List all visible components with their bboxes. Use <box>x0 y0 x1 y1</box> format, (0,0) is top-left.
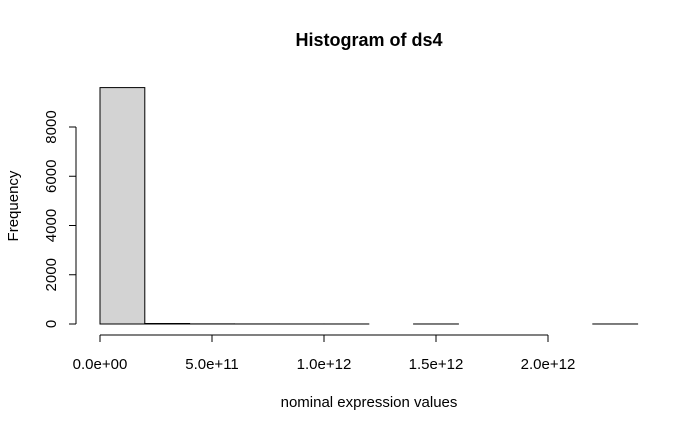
x-axis-label: nominal expression values <box>281 394 458 411</box>
y-tick-label: 4000 <box>43 209 60 242</box>
x-tick-label: 2.0e+12 <box>521 356 576 373</box>
y-tick-label: 0 <box>43 320 60 328</box>
x-tick-label: 1.5e+12 <box>409 356 464 373</box>
y-tick-label: 8000 <box>43 110 60 143</box>
y-tick-label: 6000 <box>43 160 60 193</box>
histogram-bars <box>99 87 639 325</box>
histogram-bar <box>99 87 146 325</box>
y-axis: 0 2000 4000 6000 8000 <box>43 110 77 328</box>
x-tick-label: 0.0e+00 <box>73 356 128 373</box>
x-tick-label: 1.0e+12 <box>297 356 352 373</box>
y-tick-label: 2000 <box>43 258 60 291</box>
x-axis: 0.0e+00 5.0e+11 1.0e+12 1.5e+12 2.0e+12 <box>73 334 576 373</box>
y-axis-label: Frequency <box>5 170 22 241</box>
chart-title: Histogram of ds4 <box>295 30 442 50</box>
x-tick-label: 5.0e+11 <box>185 356 239 373</box>
